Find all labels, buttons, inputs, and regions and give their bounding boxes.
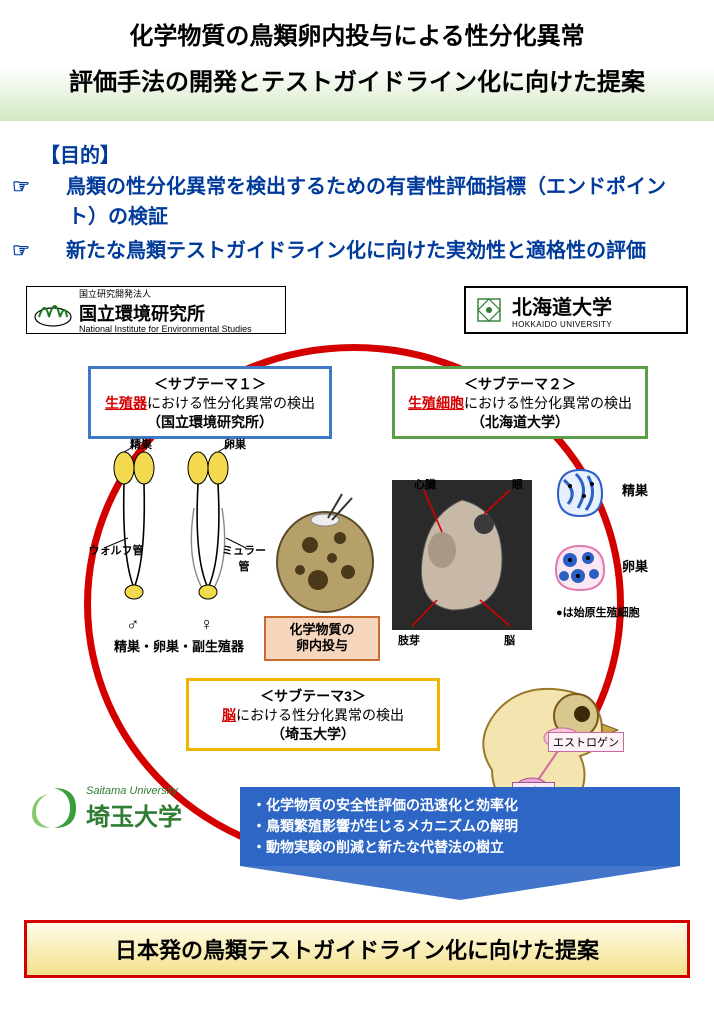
hokudai-en: HOKKAIDO UNIVERSITY (512, 320, 612, 329)
arrow-line-3: ・動物実験の削減と新たな代替法の樹立 (252, 837, 668, 858)
logo-nies: 国立研究開発法人 国立環境研究所 National Institute for … (26, 286, 286, 334)
saitama-jp: 埼玉大学 (86, 797, 182, 832)
saitama-en: Saitama University (86, 785, 182, 797)
arrow-line-1: ・化学物質の安全性評価の迅速化と効率化 (252, 795, 668, 816)
pointer-icon: ☞ (40, 236, 66, 266)
germ-testis-icon (548, 464, 612, 522)
objectives-block: 【目的】 ☞鳥類の性分化異常を検出するための有害性評価指標（エンドポイント）の検… (0, 121, 714, 280)
st1-tag: ＜サブテーマ１＞ (99, 375, 321, 394)
objectives-heading: 【目的】 (40, 139, 674, 168)
label-male: ♂ (126, 614, 140, 635)
label-wolff: ウォルフ管 (88, 542, 144, 558)
logo-hokudai: 北海道大学 HOKKAIDO UNIVERSITY (464, 286, 688, 334)
label-brain: 脳 (504, 632, 515, 648)
st3-tag: ＜サブテーマ3＞ (197, 687, 429, 706)
page-title: 化学物質の鳥類卵内投与による性分化異常 評価手法の開発とテストガイドライン化に向… (10, 14, 704, 105)
subtheme-1-box: ＜サブテーマ１＞ 生殖器における性分化異常の検出 （国立環境研究所） (88, 366, 332, 439)
label-muller: ミュラー管 (218, 542, 270, 574)
objective-item-1: ☞鳥類の性分化異常を検出するための有害性評価指標（エンドポイント）の検証 (40, 172, 674, 232)
label-ransou-top: 卵巣 (224, 436, 246, 452)
arrow-panel: ・化学物質の安全性評価の迅速化と効率化 ・鳥類繁殖影響が生じるメカニズムの解明 … (240, 787, 680, 900)
label-germ-ovary: 卵巣 (622, 556, 648, 575)
pointer-icon: ☞ (40, 172, 66, 202)
germ-ovary-icon (548, 538, 612, 596)
st2-tag: ＜サブテーマ２＞ (403, 375, 637, 394)
st1-text: 生殖器における性分化異常の検出 (99, 394, 321, 413)
st2-text: 生殖細胞における性分化異常の検出 (403, 394, 637, 413)
hokudai-mark-icon (472, 293, 506, 327)
label-germ-testis: 精巣 (622, 480, 648, 499)
arrow-line-2: ・鳥類繁殖影響が生じるメカニズムの解明 (252, 816, 668, 837)
title-line1: 化学物質の鳥類卵内投与による性分化異常 (129, 23, 584, 50)
anatomy-illustration (86, 438, 256, 638)
nies-small: 国立研究開発法人 (79, 287, 252, 300)
objective-item-2: ☞新たな鳥類テストガイドライン化に向けた実効性と適格性の評価 (40, 236, 674, 266)
logo-saitama: Saitama University 埼玉大学 (26, 778, 216, 838)
nies-mark-icon (33, 293, 73, 327)
conclusion-bar: 日本発の鳥類テストガイドライン化に向けた提案 (24, 920, 690, 978)
egg-illustration (270, 490, 380, 614)
nies-en: National Institute for Environmental Stu… (79, 324, 252, 334)
st3-inst: （埼玉大学） (197, 725, 429, 744)
conclusion-text: 日本発の鳥類テストガイドライン化に向けた提案 (115, 938, 599, 963)
embryo-illustration (392, 480, 532, 630)
label-limb: 肢芽 (398, 632, 420, 648)
st3-text: 脳における性分化異常の検出 (197, 706, 429, 725)
label-heart: 心臓 (414, 476, 436, 492)
subtheme-2-box: ＜サブテーマ２＞ 生殖細胞における性分化異常の検出 （北海道大学） (392, 366, 648, 439)
egg-label-box: 化学物質の 卵内投与 (264, 616, 380, 661)
label-female: ♀ (200, 614, 214, 635)
label-seisou-top: 精巣 (130, 436, 152, 452)
saitama-mark-icon (26, 784, 82, 832)
st2-inst: （北海道大学） (403, 413, 637, 432)
nies-large: 国立環境研究所 (79, 300, 252, 326)
arrow-tip-icon (240, 866, 680, 900)
label-estrogen: エストロゲン (548, 732, 624, 752)
arrow-body: ・化学物質の安全性評価の迅速化と効率化 ・鳥類繁殖影響が生じるメカニズムの解明 … (240, 787, 680, 866)
label-pgc: ●は始原生殖細胞 (556, 604, 686, 620)
label-anatomy-bottom: 精巣・卵巣・副生殖器 (94, 636, 264, 655)
diagram-area: 国立研究開発法人 国立環境研究所 National Institute for … (0, 280, 714, 900)
hokudai-jp: 北海道大学 (512, 291, 612, 320)
st1-inst: （国立環境研究所） (99, 413, 321, 432)
title-band: 化学物質の鳥類卵内投与による性分化異常 評価手法の開発とテストガイドライン化に向… (0, 0, 714, 121)
label-eye: 眼 (512, 476, 523, 492)
title-line2: 評価手法の開発とテストガイドライン化に向けた提案 (69, 69, 645, 96)
subtheme-3-box: ＜サブテーマ3＞ 脳における性分化異常の検出 （埼玉大学） (186, 678, 440, 751)
